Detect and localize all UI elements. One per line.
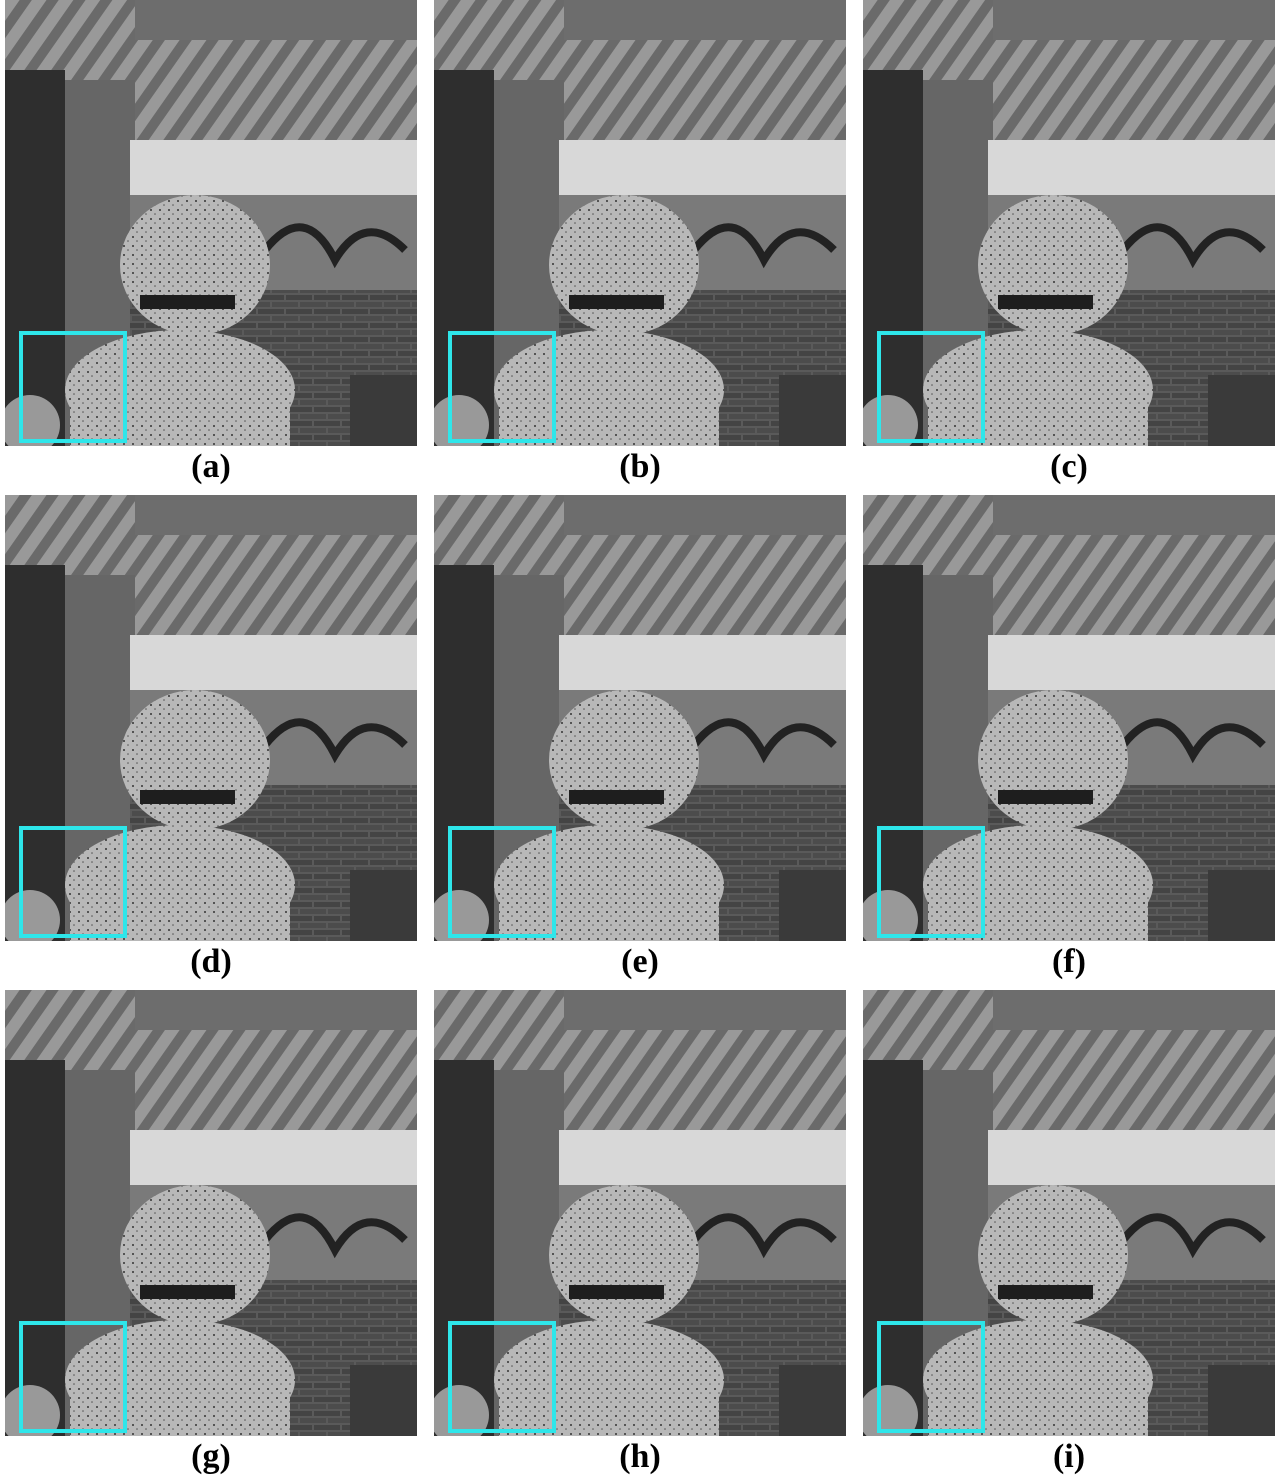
panel-label: (i) (1053, 1438, 1085, 1475)
panel-image (0, 495, 417, 950)
panel-label: (d) (190, 943, 232, 980)
panel-label: (c) (1050, 448, 1088, 485)
panel-image (429, 0, 846, 455)
panel-image (858, 990, 1275, 1445)
panel-image (429, 495, 846, 950)
panel-image (858, 495, 1275, 950)
panel-image (0, 0, 417, 455)
panel-image (858, 0, 1275, 455)
panel-label: (g) (191, 1438, 231, 1475)
panel-label: (f) (1052, 943, 1086, 980)
panel-label: (a) (191, 448, 231, 485)
panel-label: (e) (621, 943, 659, 980)
panel-label: (h) (619, 1438, 661, 1475)
panel-image (429, 990, 846, 1445)
figure: (a) (b) (c) (d) (e) (f) (g) (h) (i) (0, 0, 1281, 1477)
panel-image (0, 990, 417, 1445)
panel-label: (b) (619, 448, 661, 485)
